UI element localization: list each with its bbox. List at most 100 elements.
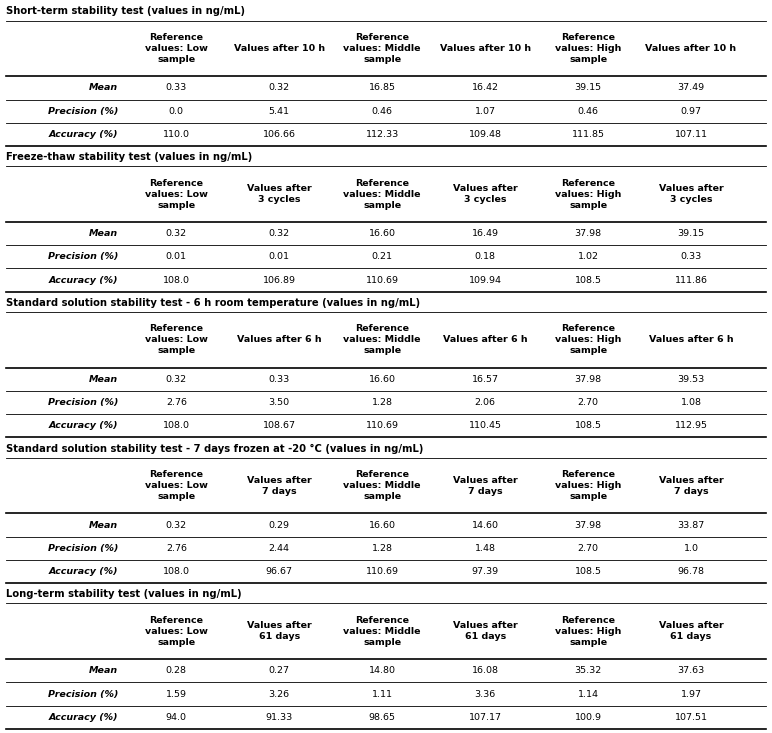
Text: Values after 6 h: Values after 6 h (443, 336, 527, 345)
Text: 110.69: 110.69 (366, 276, 398, 284)
Text: Values after 10 h: Values after 10 h (645, 44, 736, 53)
Text: Reference
values: Middle
sample: Reference values: Middle sample (344, 179, 421, 210)
Text: Values after
3 cycles: Values after 3 cycles (247, 184, 312, 205)
Text: 1.08: 1.08 (680, 398, 702, 407)
Text: 98.65: 98.65 (369, 712, 396, 722)
Text: 1.59: 1.59 (166, 690, 187, 699)
Text: 16.42: 16.42 (472, 84, 499, 92)
Text: 0.33: 0.33 (166, 84, 187, 92)
Text: Values after 6 h: Values after 6 h (648, 336, 733, 345)
Text: 0.97: 0.97 (680, 106, 702, 116)
Text: 35.32: 35.32 (574, 666, 601, 675)
Text: 108.5: 108.5 (574, 567, 601, 576)
Text: 1.02: 1.02 (577, 252, 598, 262)
Text: 1.28: 1.28 (371, 398, 393, 407)
Text: 110.69: 110.69 (366, 567, 398, 576)
Text: 108.5: 108.5 (574, 421, 601, 430)
Text: 109.48: 109.48 (469, 130, 502, 139)
Text: 96.78: 96.78 (678, 567, 705, 576)
Text: 0.32: 0.32 (269, 229, 290, 238)
Text: Reference
values: High
sample: Reference values: High sample (555, 33, 621, 64)
Text: 0.01: 0.01 (166, 252, 187, 262)
Text: Short-term stability test (values in ng/mL): Short-term stability test (values in ng/… (6, 7, 245, 16)
Text: 3.26: 3.26 (269, 690, 290, 699)
Text: Reference
values: High
sample: Reference values: High sample (555, 324, 621, 356)
Text: 16.60: 16.60 (369, 520, 396, 529)
Text: Values after
7 days: Values after 7 days (452, 476, 517, 496)
Text: Reference
values: Low
sample: Reference values: Low sample (145, 616, 208, 647)
Text: Reference
values: Middle
sample: Reference values: Middle sample (344, 470, 421, 501)
Text: 0.32: 0.32 (166, 375, 187, 384)
Text: 108.67: 108.67 (262, 421, 296, 430)
Text: 1.97: 1.97 (680, 690, 702, 699)
Text: 37.49: 37.49 (678, 84, 705, 92)
Text: Reference
values: Middle
sample: Reference values: Middle sample (344, 616, 421, 647)
Text: 2.06: 2.06 (475, 398, 496, 407)
Text: Values after
3 cycles: Values after 3 cycles (659, 184, 723, 205)
Text: 37.63: 37.63 (677, 666, 705, 675)
Text: 97.39: 97.39 (472, 567, 499, 576)
Text: Reference
values: Low
sample: Reference values: Low sample (145, 324, 208, 356)
Text: 2.70: 2.70 (577, 398, 598, 407)
Text: Values after
7 days: Values after 7 days (659, 476, 723, 496)
Text: 0.32: 0.32 (269, 84, 290, 92)
Text: Reference
values: High
sample: Reference values: High sample (555, 616, 621, 647)
Text: 2.70: 2.70 (577, 544, 598, 553)
Text: 14.60: 14.60 (472, 520, 499, 529)
Text: 91.33: 91.33 (266, 712, 293, 722)
Text: 3.36: 3.36 (475, 690, 496, 699)
Text: 107.17: 107.17 (469, 712, 502, 722)
Text: Precision (%): Precision (%) (48, 398, 118, 407)
Text: Values after
7 days: Values after 7 days (247, 476, 312, 496)
Text: Mean: Mean (89, 666, 118, 675)
Text: Reference
values: Middle
sample: Reference values: Middle sample (344, 33, 421, 64)
Text: 39.15: 39.15 (678, 229, 705, 238)
Text: Accuracy (%): Accuracy (%) (49, 567, 118, 576)
Text: 108.0: 108.0 (163, 567, 190, 576)
Text: Accuracy (%): Accuracy (%) (49, 712, 118, 722)
Text: Standard solution stability test - 6 h room temperature (values in ng/mL): Standard solution stability test - 6 h r… (6, 298, 420, 308)
Text: 0.18: 0.18 (475, 252, 496, 262)
Text: Long-term stability test (values in ng/mL): Long-term stability test (values in ng/m… (6, 589, 242, 600)
Text: 16.08: 16.08 (472, 666, 499, 675)
Text: Precision (%): Precision (%) (48, 106, 118, 116)
Text: Mean: Mean (89, 84, 118, 92)
Text: 106.89: 106.89 (262, 276, 296, 284)
Text: 16.49: 16.49 (472, 229, 499, 238)
Text: 14.80: 14.80 (369, 666, 396, 675)
Text: 1.07: 1.07 (475, 106, 496, 116)
Text: 112.95: 112.95 (675, 421, 707, 430)
Text: 0.46: 0.46 (371, 106, 393, 116)
Text: 107.11: 107.11 (675, 130, 707, 139)
Text: 0.46: 0.46 (577, 106, 598, 116)
Text: Reference
values: Low
sample: Reference values: Low sample (145, 179, 208, 210)
Text: Values after
61 days: Values after 61 days (452, 622, 517, 641)
Text: 0.33: 0.33 (269, 375, 290, 384)
Text: Mean: Mean (89, 375, 118, 384)
Text: Values after 10 h: Values after 10 h (439, 44, 530, 53)
Text: Precision (%): Precision (%) (48, 690, 118, 699)
Text: 39.15: 39.15 (574, 84, 601, 92)
Text: 110.0: 110.0 (163, 130, 190, 139)
Text: 5.41: 5.41 (269, 106, 290, 116)
Text: 0.01: 0.01 (269, 252, 290, 262)
Text: Accuracy (%): Accuracy (%) (49, 276, 118, 284)
Text: 107.51: 107.51 (675, 712, 707, 722)
Text: 96.67: 96.67 (266, 567, 293, 576)
Text: 111.86: 111.86 (675, 276, 707, 284)
Text: 0.29: 0.29 (269, 520, 290, 529)
Text: Mean: Mean (89, 520, 118, 529)
Text: Values after
3 cycles: Values after 3 cycles (452, 184, 517, 205)
Text: 112.33: 112.33 (366, 130, 399, 139)
Text: Standard solution stability test - 7 days frozen at -20 °C (values in ng/mL): Standard solution stability test - 7 day… (6, 443, 424, 454)
Text: Values after 6 h: Values after 6 h (237, 336, 322, 345)
Text: Values after
61 days: Values after 61 days (659, 622, 723, 641)
Text: Accuracy (%): Accuracy (%) (49, 421, 118, 430)
Text: 1.28: 1.28 (371, 544, 393, 553)
Text: 0.0: 0.0 (169, 106, 184, 116)
Text: Reference
values: Low
sample: Reference values: Low sample (145, 33, 208, 64)
Text: 106.66: 106.66 (262, 130, 296, 139)
Text: 2.44: 2.44 (269, 544, 290, 553)
Text: 0.33: 0.33 (680, 252, 702, 262)
Text: 37.98: 37.98 (574, 375, 601, 384)
